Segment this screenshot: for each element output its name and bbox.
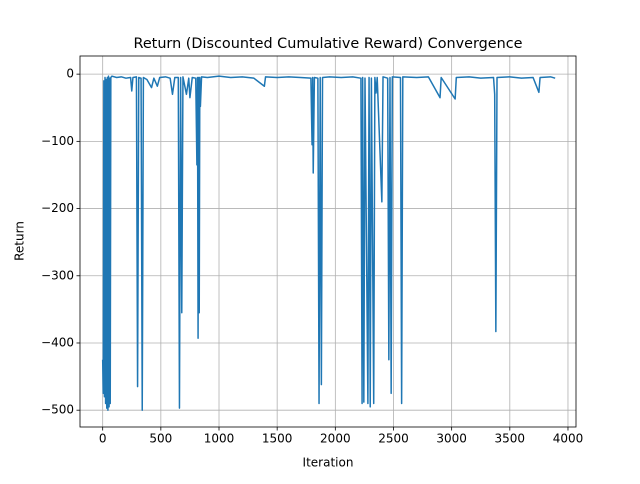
- x-tick-label: 4000: [553, 432, 584, 446]
- x-axis-label: Iteration: [303, 456, 354, 470]
- y-tick-label: −200: [41, 201, 74, 215]
- chart-title: Return (Discounted Cumulative Reward) Co…: [133, 36, 522, 52]
- x-tick-label: 0: [99, 432, 107, 446]
- x-tick-label: 2500: [378, 432, 409, 446]
- y-tick-label: 0: [66, 67, 74, 81]
- y-tick-label: −400: [41, 335, 74, 349]
- x-tick-label: 3500: [495, 432, 526, 446]
- plot-frame: [79, 55, 577, 428]
- y-axis-label: Return: [13, 221, 27, 261]
- x-tick-label: 1000: [204, 432, 235, 446]
- x-tick-label: 3000: [436, 432, 467, 446]
- y-tick-label: −100: [41, 134, 74, 148]
- y-tick-label: −500: [41, 403, 74, 417]
- x-tick-label: 2000: [320, 432, 351, 446]
- x-tick-label: 1500: [262, 432, 293, 446]
- y-tick-label: −300: [41, 268, 74, 282]
- data-line: [101, 75, 556, 411]
- x-tick-label: 500: [149, 432, 172, 446]
